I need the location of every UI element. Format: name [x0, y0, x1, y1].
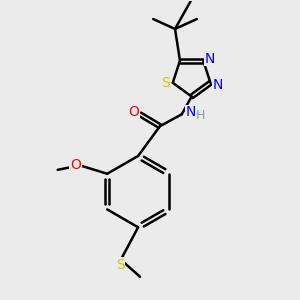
Text: S: S [116, 258, 125, 272]
Text: O: O [70, 158, 81, 172]
Text: N: N [186, 105, 196, 119]
Text: H: H [196, 109, 205, 122]
Text: O: O [70, 157, 81, 171]
Text: S: S [161, 76, 170, 90]
Text: N: N [205, 52, 215, 66]
Text: N: N [212, 78, 223, 92]
Text: O: O [129, 105, 140, 119]
